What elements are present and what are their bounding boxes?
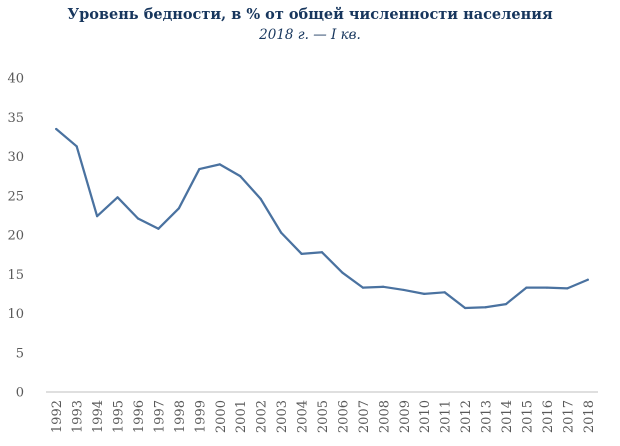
data-point bbox=[586, 278, 589, 281]
data-point bbox=[423, 292, 426, 295]
y-tick-label: 30 bbox=[7, 150, 24, 165]
x-tick-label: 2004 bbox=[296, 400, 311, 433]
x-tick-label: 1995 bbox=[112, 400, 127, 433]
x-tick-label: 2000 bbox=[214, 400, 229, 433]
data-point bbox=[320, 251, 324, 254]
data-point bbox=[545, 286, 548, 289]
data-point bbox=[464, 306, 467, 310]
x-tick-label: 1998 bbox=[173, 400, 188, 433]
x-tick-label: 2018 bbox=[582, 400, 597, 433]
data-point bbox=[525, 286, 528, 289]
x-tick-label: 2005 bbox=[316, 400, 331, 433]
data-point bbox=[116, 196, 119, 199]
x-tick-label: 2013 bbox=[480, 400, 495, 433]
data-point bbox=[239, 175, 242, 178]
x-tick-label: 2012 bbox=[459, 400, 474, 433]
y-tick-label: 5 bbox=[16, 346, 24, 361]
data-point bbox=[566, 287, 569, 290]
x-tick-label: 1993 bbox=[71, 400, 86, 433]
data-point bbox=[96, 215, 99, 218]
data-point bbox=[382, 285, 385, 288]
y-tick-label: 10 bbox=[7, 307, 24, 322]
x-tick-label: 1992 bbox=[50, 400, 65, 433]
x-tick-label: 2011 bbox=[439, 400, 454, 433]
x-tick-label: 2017 bbox=[561, 400, 576, 433]
y-tick-label: 0 bbox=[16, 386, 24, 401]
y-tick-label: 35 bbox=[7, 111, 24, 126]
data-point bbox=[198, 167, 201, 171]
data-point bbox=[136, 217, 140, 220]
x-tick-label: 1999 bbox=[193, 400, 208, 433]
x-tick-label: 2006 bbox=[336, 400, 351, 433]
y-tick-label: 20 bbox=[7, 229, 24, 244]
data-point bbox=[361, 286, 364, 289]
series-line bbox=[55, 127, 589, 310]
data-point bbox=[157, 227, 160, 230]
x-tick-label: 2015 bbox=[520, 400, 535, 433]
y-tick-label: 40 bbox=[7, 72, 24, 87]
x-axis: 1992 1993 1994 1995 1996 1997 1998 1999 2000 2001… bbox=[50, 400, 597, 433]
x-tick-label: 2003 bbox=[275, 400, 290, 433]
data-point bbox=[443, 291, 446, 294]
x-tick-label: 2008 bbox=[377, 400, 392, 433]
x-tick-label: 2014 bbox=[500, 400, 515, 433]
data-point bbox=[75, 145, 78, 148]
x-tick-label: 1996 bbox=[132, 400, 147, 433]
data-point bbox=[484, 306, 487, 309]
x-tick-label: 1997 bbox=[152, 400, 167, 433]
y-axis: 0 5 10 15 20 25 30 35 40 bbox=[7, 72, 24, 401]
data-point bbox=[341, 271, 344, 274]
x-tick-label: 2007 bbox=[357, 400, 372, 433]
chart-subtitle: 2018 г. — I кв. bbox=[259, 27, 361, 43]
chart-title: Уровень бедности, в % от общей численнос… bbox=[67, 6, 553, 23]
data-point bbox=[55, 127, 58, 131]
data-point bbox=[259, 197, 262, 200]
x-tick-label: 2016 bbox=[541, 400, 556, 433]
x-tick-label: 2009 bbox=[398, 400, 413, 433]
data-point bbox=[402, 288, 405, 292]
x-tick-label: 1994 bbox=[91, 400, 106, 433]
y-tick-label: 25 bbox=[7, 189, 24, 204]
x-tick-label: 2010 bbox=[418, 400, 433, 433]
data-point bbox=[300, 252, 303, 255]
y-tick-label: 15 bbox=[7, 268, 24, 283]
data-point bbox=[280, 231, 283, 234]
data-point bbox=[504, 302, 508, 306]
x-tick-label: 2001 bbox=[234, 400, 249, 433]
plot-area bbox=[55, 127, 589, 310]
data-point bbox=[218, 163, 221, 166]
data-point bbox=[177, 207, 180, 210]
x-tick-label: 2002 bbox=[255, 400, 270, 433]
